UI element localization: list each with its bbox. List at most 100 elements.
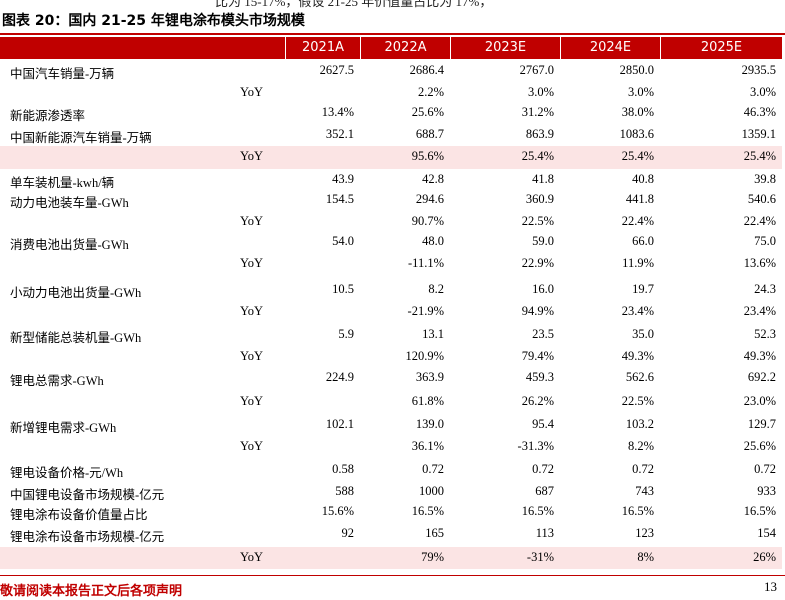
cell-value: 2686.4 (409, 63, 444, 77)
cell-value: 26% (753, 550, 776, 564)
table-row: 单车装机量-kwh/辆 43.9 42.8 41.8 40.8 39.8 (0, 169, 782, 190)
cell-value: 540.6 (747, 192, 776, 206)
cell-value: 441.8 (625, 192, 654, 206)
cell-value: 43.9 (332, 172, 354, 186)
cell-value: 129.7 (747, 417, 776, 431)
row-label: 消费电池出货量-GWh (10, 238, 129, 252)
cell-value: 0.72 (422, 462, 444, 476)
cell-value: 16.5% (743, 504, 776, 518)
cell-value: 31.2% (521, 105, 554, 119)
cell-value: 562.6 (625, 370, 654, 384)
cell-value: 103.2 (625, 417, 654, 431)
table-row: 消费电池出货量-GWh 54.0 48.0 59.0 66.0 75.0 (0, 231, 782, 253)
cell-value: 3.0% (627, 85, 654, 99)
cell-value: -11.1% (408, 256, 444, 270)
cell-value: 49.3% (743, 349, 776, 363)
column-header: 2021A (285, 37, 360, 59)
cell-value: 54.0 (332, 234, 354, 248)
cell-value: 2767.0 (519, 63, 554, 77)
cell-value: 19.7 (632, 282, 654, 296)
cell-value: 13.6% (743, 256, 776, 270)
cell-value: 79% (421, 550, 444, 564)
cell-value: 363.9 (415, 370, 444, 384)
cell-value: 360.9 (525, 192, 554, 206)
cell-value: 1000 (419, 484, 444, 498)
cell-value: 95.4 (532, 417, 554, 431)
cropped-text: 比为 15-17%，假设 21-25 年价值量占比为 17%， (215, 0, 493, 9)
cell-value: 0.72 (632, 462, 654, 476)
cell-value: 10.5 (332, 282, 354, 296)
cell-value: 588 (335, 484, 354, 498)
cell-value: 22.5% (621, 394, 654, 408)
cell-value: 42.8 (422, 172, 444, 186)
cell-value: 23.4% (621, 304, 654, 318)
row-label: 动力电池装车量-GWh (10, 196, 129, 210)
cell-value: 123 (635, 526, 654, 540)
table-row: YoY -21.9% 94.9% 23.4% 23.4% (0, 301, 782, 324)
cell-value: 75.0 (754, 234, 776, 248)
cell-value: 743 (635, 484, 654, 498)
table-title: 图表 20：国内 21-25 年锂电涂布模头市场规模 (2, 13, 305, 29)
cell-value: 16.0 (532, 282, 554, 296)
table-row: YoY 95.6% 25.4% 25.4% 25.4% (0, 146, 782, 169)
table-row: 新能源渗透率 13.4% 25.6% 31.2% 38.0% 46.3% (0, 102, 782, 124)
table-row: 中国锂电设备市场规模-亿元 588 1000 687 743 933 (0, 481, 782, 502)
cell-value: 46.3% (743, 105, 776, 119)
cell-value: 66.0 (632, 234, 654, 248)
row-label: YoY (240, 394, 264, 408)
cell-value: 0.72 (532, 462, 554, 476)
row-label: 锂电总需求-GWh (10, 374, 104, 388)
row-label: YoY (240, 149, 264, 163)
cell-value: 16.5% (411, 504, 444, 518)
cell-value: 120.9% (405, 349, 444, 363)
table-row: 动力电池装车量-GWh 154.5 294.6 360.9 441.8 540.6 (0, 189, 782, 211)
cell-value: 459.3 (525, 370, 554, 384)
table-row: 新型储能总装机量-GWh 5.9 13.1 23.5 35.0 52.3 (0, 324, 782, 346)
cell-value: 15.6% (321, 504, 354, 518)
cell-value: 24.3 (754, 282, 776, 296)
cell-value: 692.2 (747, 370, 776, 384)
cell-value: -31% (526, 550, 554, 564)
row-label: 中国锂电设备市场规模-亿元 (10, 488, 165, 502)
cell-value: 35.0 (632, 327, 654, 341)
row-label: 新能源渗透率 (10, 109, 86, 123)
cell-value: 25.4% (521, 149, 554, 163)
table-row: YoY -11.1% 22.9% 11.9% 13.6% (0, 253, 782, 279)
cell-value: 36.1% (411, 439, 444, 453)
cell-value: 687 (535, 484, 554, 498)
row-label: YoY (240, 550, 264, 564)
cell-value: 2627.5 (319, 63, 354, 77)
cell-value: 59.0 (532, 234, 554, 248)
row-label: 新增锂电需求-GWh (10, 421, 117, 435)
column-header: 2022A (360, 37, 450, 59)
cell-value: 5.9 (338, 327, 354, 341)
column-header: 2025E (660, 37, 782, 59)
table-header: 2021A 2022A 2023E 2024E 2025E (0, 37, 782, 59)
cell-value: 38.0% (621, 105, 654, 119)
row-label: YoY (240, 439, 264, 453)
row-label: YoY (240, 304, 264, 318)
cell-value: 23.0% (743, 394, 776, 408)
cell-value: 23.5 (532, 327, 554, 341)
cell-value: 41.8 (532, 172, 554, 186)
cell-value: 13.4% (321, 105, 354, 119)
cell-value: 22.5% (521, 214, 554, 228)
table-row: 锂电总需求-GWh 224.9 363.9 459.3 562.6 692.2 (0, 367, 782, 391)
cell-value: 139.0 (415, 417, 444, 431)
row-label: 新型储能总装机量-GWh (10, 331, 142, 345)
cell-value: 8.2% (627, 439, 654, 453)
table-row: 锂电涂布设备市场规模-亿元 92 165 113 123 154 (0, 523, 782, 547)
row-label: 锂电涂布设备价值量占比 (10, 508, 148, 522)
cell-value: 25.6% (411, 105, 444, 119)
cell-value: 40.8 (632, 172, 654, 186)
table-row: 锂电涂布设备价值量占比 15.6% 16.5% 16.5% 16.5% 16.5% (0, 501, 782, 523)
cell-value: 294.6 (415, 192, 444, 206)
cell-value: 224.9 (325, 370, 354, 384)
cell-value: 688.7 (415, 127, 444, 141)
cell-value: 352.1 (325, 127, 354, 141)
cell-value: 13.1 (422, 327, 444, 341)
cell-value: 90.7% (411, 214, 444, 228)
table-row: 新增锂电需求-GWh 102.1 139.0 95.4 103.2 129.7 (0, 414, 782, 436)
cell-value: 933 (757, 484, 776, 498)
column-header: 2024E (560, 37, 660, 59)
